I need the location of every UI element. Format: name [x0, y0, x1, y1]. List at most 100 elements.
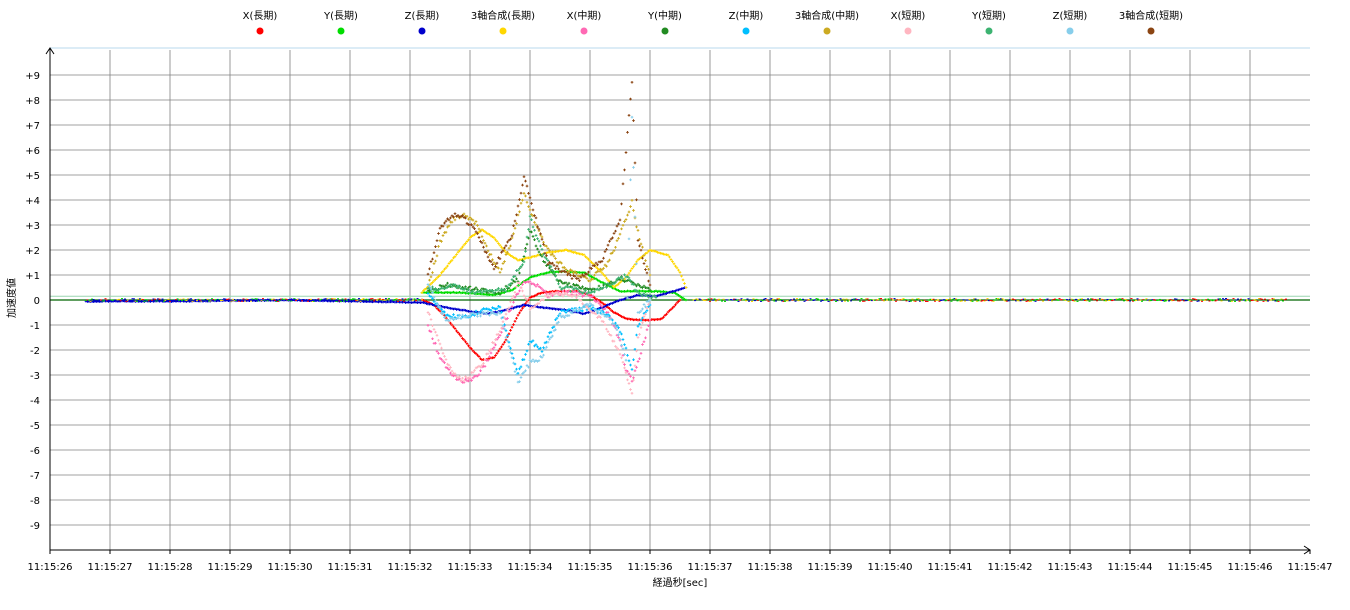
- data-point: [623, 363, 626, 366]
- data-point: [495, 313, 499, 317]
- data-point: [494, 265, 497, 268]
- data-point: [623, 280, 626, 283]
- data-point: [510, 356, 514, 360]
- data-point: [677, 288, 680, 292]
- data-point: [438, 226, 442, 230]
- data-point: [462, 243, 466, 247]
- data-point: [662, 315, 665, 319]
- data-point: [540, 287, 544, 291]
- data-point: [492, 307, 496, 310]
- data-point: [642, 303, 646, 306]
- data-point: [503, 340, 506, 344]
- data-point: [569, 310, 572, 314]
- data-point: [621, 360, 625, 364]
- data-point: [459, 247, 463, 251]
- data-point: [485, 288, 488, 292]
- data-point: [522, 358, 526, 361]
- x-tick-label: 11:15:34: [508, 562, 553, 573]
- data-point: [608, 307, 611, 310]
- data-point: [543, 348, 547, 351]
- data-point: [596, 278, 599, 282]
- data-point: [644, 259, 647, 262]
- data-point: [474, 352, 478, 355]
- x-tick-label: 11:15:31: [328, 562, 373, 573]
- data-point: [443, 310, 446, 314]
- data-point: [524, 297, 527, 300]
- data-point: [641, 343, 644, 346]
- data-point: [590, 295, 593, 299]
- data-point: [573, 274, 577, 278]
- data-point: [467, 344, 470, 348]
- data-point: [608, 333, 611, 336]
- x-tick-label: 11:15:38: [748, 562, 793, 573]
- data-point: [627, 276, 631, 280]
- data-point: [474, 312, 478, 316]
- data-point: [534, 216, 538, 220]
- data-point: [516, 313, 520, 317]
- baseline-noise: [85, 298, 1287, 302]
- y-tick-label: +7: [25, 121, 40, 132]
- data-point: [575, 283, 578, 287]
- data-point: [585, 305, 589, 309]
- data-point: [665, 312, 668, 316]
- data-point: [572, 283, 575, 286]
- data-point: [578, 274, 581, 278]
- data-point: [498, 289, 502, 292]
- data-point: [612, 232, 616, 235]
- data-point: [603, 282, 607, 286]
- data-point: [615, 277, 619, 281]
- data-point: [528, 256, 532, 260]
- data-point: [590, 307, 593, 311]
- data-point: [450, 373, 454, 377]
- legend-marker: [337, 27, 345, 35]
- data-point: [512, 323, 515, 326]
- data-point: [377, 300, 380, 304]
- data-point: [677, 268, 680, 272]
- data-point: [666, 310, 670, 314]
- data-point: [542, 252, 545, 256]
- data-point: [477, 311, 481, 315]
- legend-label: Z(中期): [729, 9, 764, 22]
- data-point: [429, 282, 433, 286]
- data-point: [569, 249, 572, 253]
- data-point: [497, 287, 500, 290]
- data-point: [591, 277, 595, 281]
- data-point: [609, 308, 613, 312]
- data-point: [557, 261, 560, 265]
- data-point: [540, 235, 544, 239]
- data-point: [596, 309, 599, 313]
- data-point: [495, 240, 499, 243]
- data-point: [599, 309, 602, 312]
- data-point: [528, 276, 532, 279]
- data-point: [627, 372, 631, 376]
- data-point: [609, 317, 613, 321]
- data-point: [528, 208, 532, 212]
- data-point: [464, 377, 467, 381]
- data-point: [513, 226, 517, 230]
- data-point: [549, 293, 553, 297]
- data-point: [492, 356, 496, 359]
- data-point: [605, 304, 608, 307]
- data-point: [488, 233, 491, 236]
- data-point: [638, 292, 641, 295]
- data-point: [486, 307, 490, 311]
- data-point: [486, 232, 490, 236]
- data-point: [618, 330, 622, 334]
- data-point: [431, 291, 434, 294]
- data-point: [641, 245, 644, 249]
- data-point: [617, 237, 620, 240]
- data-point: [432, 328, 436, 331]
- data-point: [647, 286, 650, 290]
- data-point: [554, 274, 557, 278]
- x-tick-label: 11:15:46: [1228, 562, 1273, 573]
- data-point: [639, 326, 643, 329]
- data-point: [429, 287, 433, 291]
- data-point: [630, 267, 634, 270]
- data-point: [533, 360, 536, 363]
- y-tick-label: +1: [25, 271, 40, 282]
- data-point: [449, 283, 452, 287]
- data-point: [645, 293, 649, 297]
- data-point: [509, 282, 512, 286]
- data-point: [497, 304, 500, 308]
- data-point: [582, 291, 586, 294]
